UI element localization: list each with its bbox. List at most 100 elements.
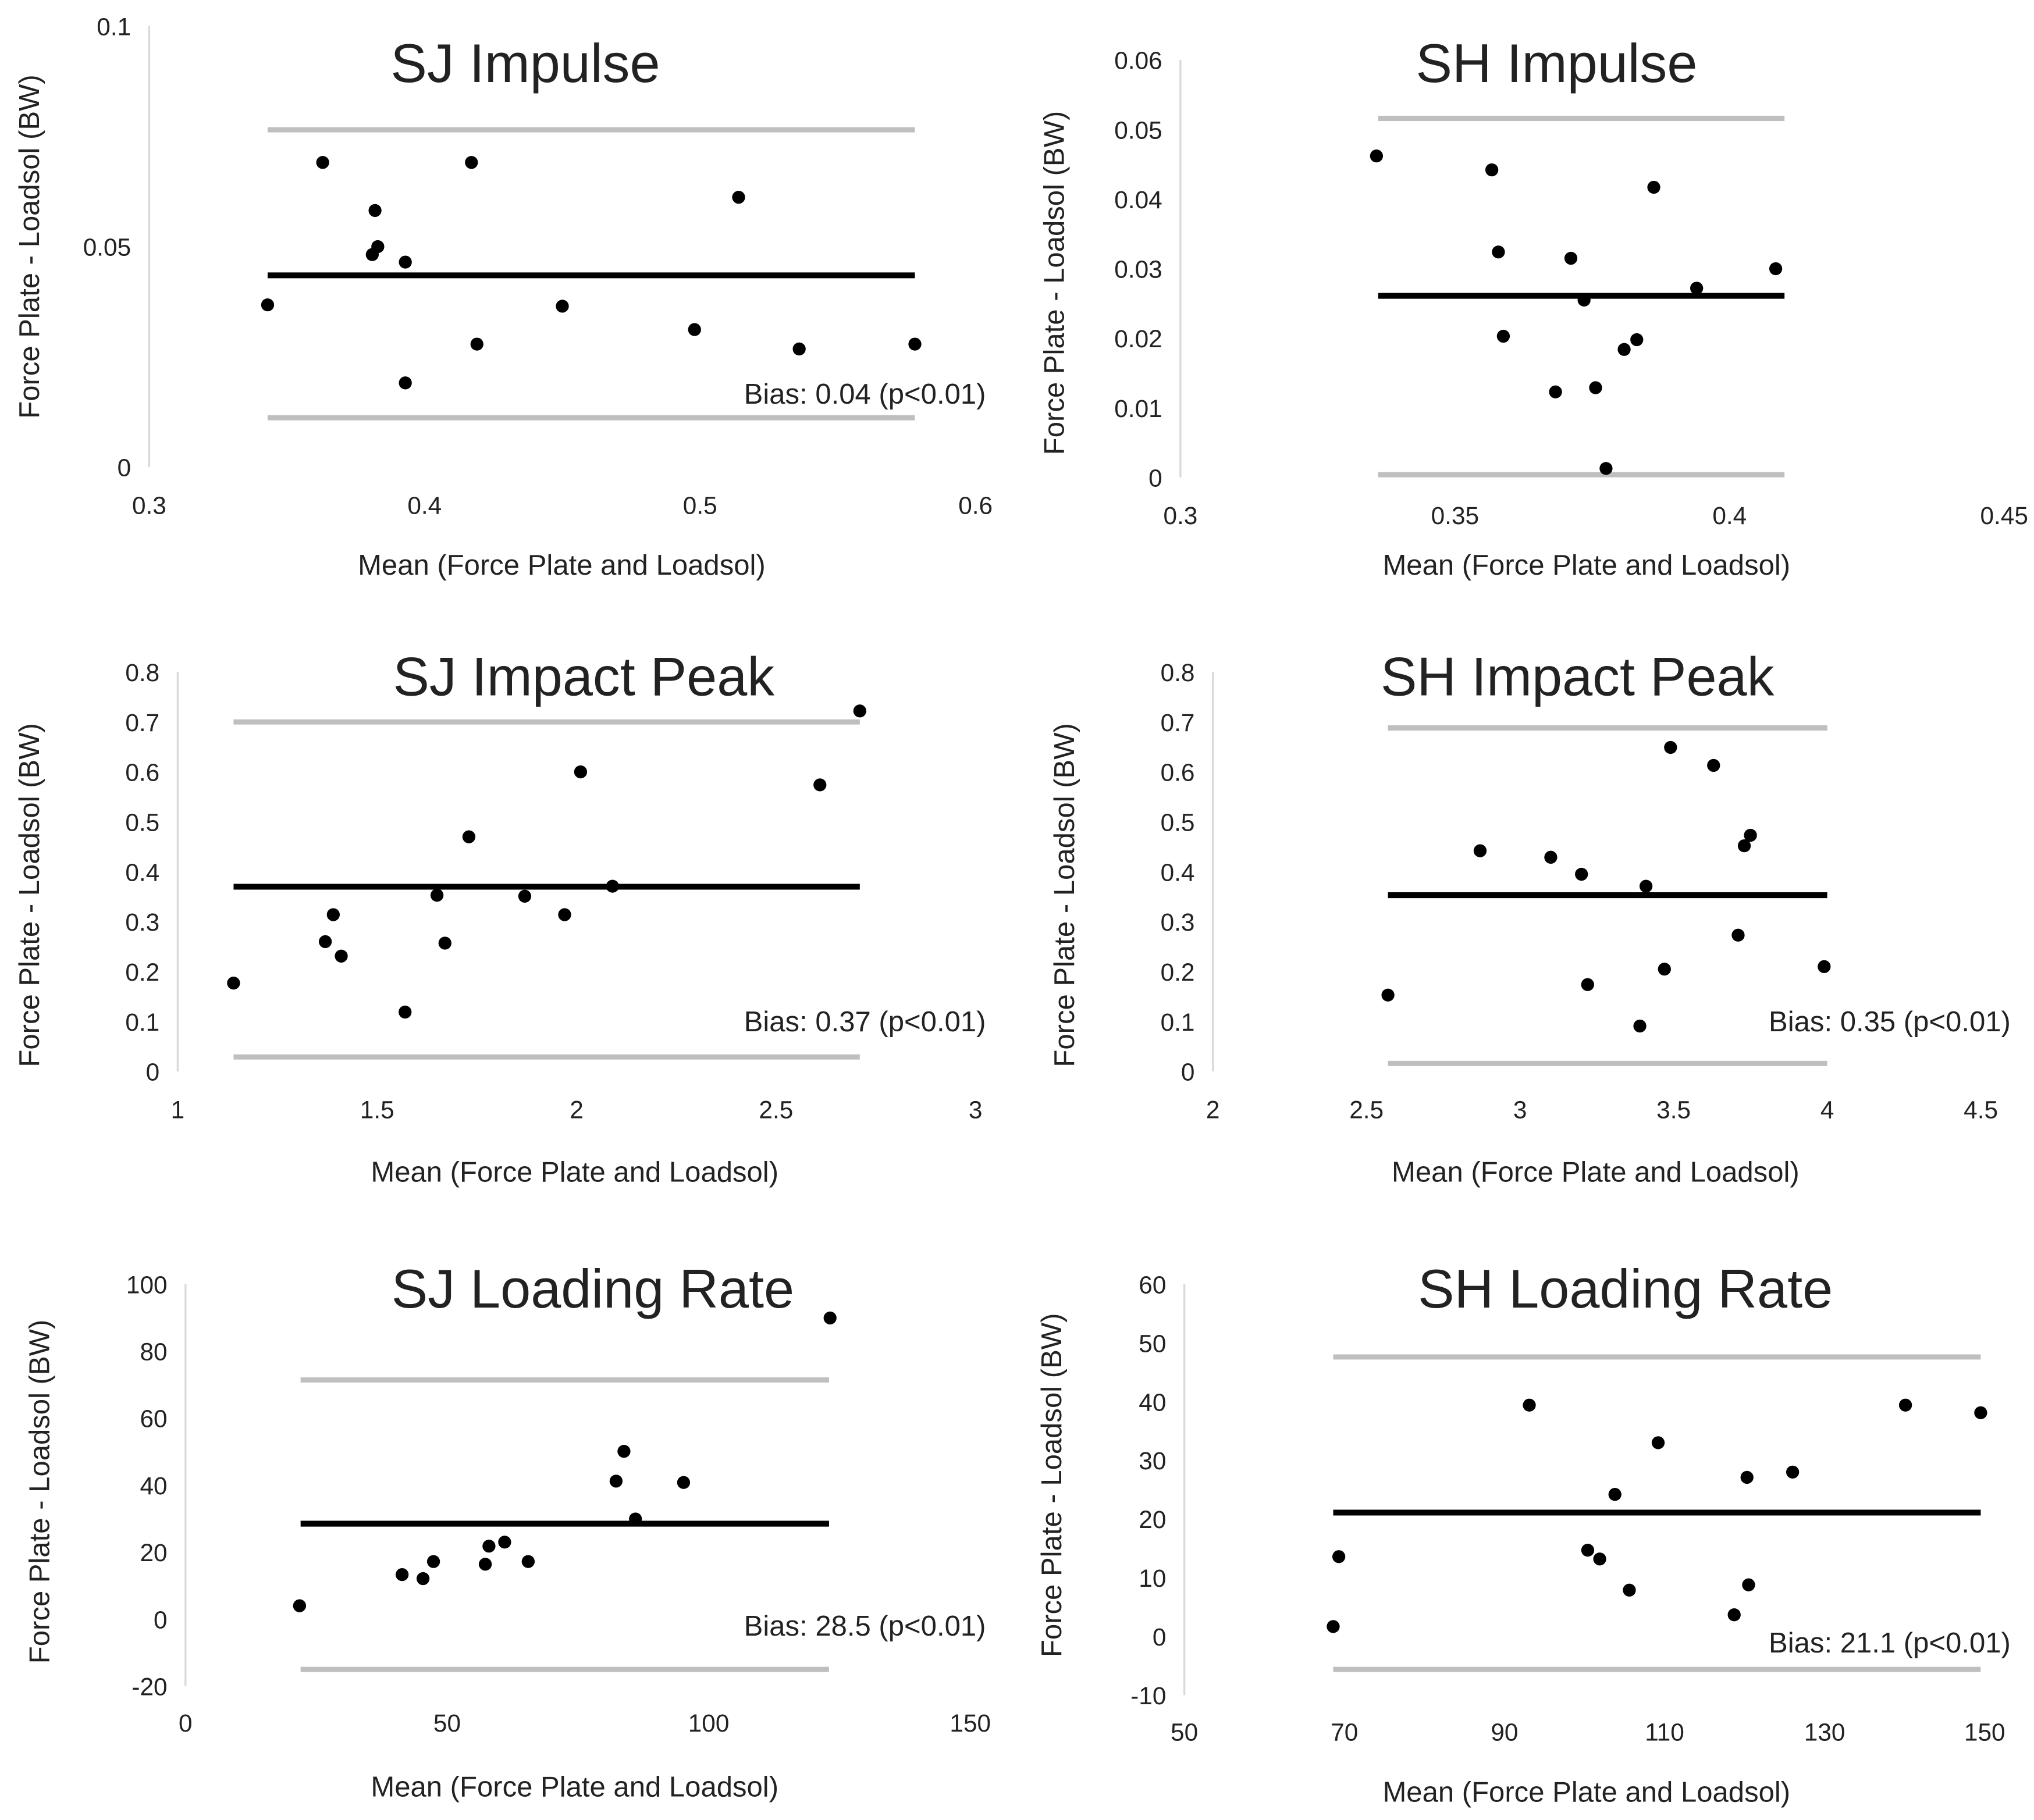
chart-title: SJ Loading Rate bbox=[392, 1258, 794, 1319]
y-tick-label: 0.8 bbox=[125, 659, 159, 686]
x-tick-label: 90 bbox=[1491, 1719, 1518, 1746]
data-point bbox=[606, 879, 619, 893]
chart-title: SJ Impulse bbox=[390, 33, 660, 94]
data-point bbox=[399, 376, 412, 390]
data-point bbox=[853, 704, 866, 718]
x-tick-label: 0 bbox=[179, 1709, 193, 1737]
data-point bbox=[482, 1540, 496, 1553]
y-tick-label: 100 bbox=[126, 1271, 168, 1298]
data-point bbox=[1370, 149, 1384, 163]
x-tick-label: 70 bbox=[1331, 1719, 1358, 1746]
y-tick-label: 40 bbox=[1139, 1388, 1166, 1416]
data-point bbox=[1898, 1398, 1912, 1412]
y-tick-label: 0.3 bbox=[1161, 909, 1195, 936]
data-point bbox=[1473, 844, 1487, 857]
y-tick-label: 0.7 bbox=[1161, 709, 1195, 736]
y-tick-label: 0 bbox=[1153, 1623, 1167, 1651]
y-tick-label: 0.04 bbox=[1114, 186, 1162, 213]
y-tick-label: 0.5 bbox=[125, 809, 159, 836]
y-axis-label: Force Plate - Loadsol (BW) bbox=[14, 723, 45, 1067]
x-axis-label: Mean (Force Plate and Loadsol) bbox=[1392, 1157, 1800, 1188]
data-point bbox=[1769, 262, 1783, 276]
bias-label: Bias: 28.5 (p<0.01) bbox=[744, 1611, 986, 1642]
y-tick-label: 0.05 bbox=[1114, 116, 1162, 144]
x-tick-label: 0.5 bbox=[683, 491, 717, 519]
x-tick-label: 3 bbox=[969, 1096, 983, 1123]
data-point bbox=[1381, 988, 1395, 1002]
x-tick-label: 130 bbox=[1804, 1719, 1845, 1746]
x-axis-label: Mean (Force Plate and Loadsol) bbox=[371, 1157, 778, 1188]
data-point bbox=[1731, 928, 1745, 942]
x-tick-label: 0.4 bbox=[1712, 502, 1747, 529]
x-tick-label: 150 bbox=[1964, 1719, 2005, 1746]
y-tick-label: 20 bbox=[140, 1539, 167, 1566]
data-point bbox=[1633, 1019, 1647, 1033]
data-point bbox=[1496, 329, 1510, 343]
y-tick-label: 0.4 bbox=[125, 859, 159, 886]
y-axis-label: Force Plate - Loadsol (BW) bbox=[14, 74, 45, 418]
data-point bbox=[1639, 879, 1653, 893]
data-point bbox=[1593, 1552, 1606, 1566]
y-tick-label: 0.02 bbox=[1114, 325, 1162, 352]
data-point bbox=[792, 342, 806, 356]
data-point bbox=[1544, 850, 1557, 864]
y-tick-label: 0 bbox=[1148, 465, 1162, 492]
data-point bbox=[1577, 293, 1591, 307]
y-tick-label: 0.1 bbox=[97, 13, 131, 41]
data-point bbox=[1492, 245, 1505, 259]
bias-label: Bias: 0.37 (p<0.01) bbox=[744, 1006, 986, 1038]
chart-panel-4: 0 0.1 0.2 0.3 0.4 0.5 0.6 0.7 0.8 2 2.5 3 3.5 4 4.5 SH … bbox=[1049, 646, 2011, 1188]
data-point bbox=[521, 1555, 535, 1568]
y-tick-label: 60 bbox=[1139, 1271, 1166, 1298]
data-point bbox=[688, 323, 701, 336]
data-point bbox=[1818, 960, 1831, 973]
x-tick-label: 2.5 bbox=[1349, 1096, 1384, 1123]
x-tick-label: 110 bbox=[1645, 1719, 1684, 1746]
data-point bbox=[609, 1474, 623, 1488]
y-tick-label: 10 bbox=[1139, 1565, 1166, 1592]
chart-title: SH Loading Rate bbox=[1418, 1258, 1833, 1319]
data-point bbox=[470, 337, 483, 351]
data-point bbox=[1658, 962, 1671, 976]
y-tick-label: 30 bbox=[1139, 1447, 1166, 1474]
data-point bbox=[399, 1005, 412, 1019]
data-point bbox=[574, 765, 588, 779]
y-tick-label: 0 bbox=[1181, 1059, 1195, 1086]
data-point bbox=[395, 1568, 409, 1582]
data-point bbox=[335, 949, 348, 963]
data-point bbox=[617, 1445, 631, 1458]
y-tick-label: 0.2 bbox=[125, 959, 159, 986]
y-tick-label: 20 bbox=[1139, 1506, 1166, 1533]
y-tick-label: 50 bbox=[1139, 1330, 1166, 1357]
x-axis-label: Mean (Force Plate and Loadsol) bbox=[358, 550, 766, 581]
y-tick-label: 0.6 bbox=[125, 759, 159, 786]
x-tick-label: 1.5 bbox=[360, 1096, 394, 1123]
y-tick-label: 0.03 bbox=[1114, 256, 1162, 283]
data-point bbox=[465, 156, 478, 169]
y-tick-label: -20 bbox=[131, 1673, 167, 1701]
data-point bbox=[1599, 462, 1613, 475]
chart-title: SJ Impact Peak bbox=[393, 646, 774, 707]
data-point bbox=[1608, 1488, 1621, 1501]
y-tick-label: 0.01 bbox=[1114, 395, 1162, 422]
x-axis-label: Mean (Force Plate and Loadsol) bbox=[371, 1771, 778, 1803]
x-tick-label: 100 bbox=[688, 1709, 730, 1737]
data-point bbox=[430, 888, 444, 902]
data-point bbox=[326, 908, 340, 921]
x-tick-label: 0.35 bbox=[1431, 502, 1479, 529]
y-axis-label: Force Plate - Loadsol (BW) bbox=[1036, 1313, 1068, 1657]
data-point bbox=[1690, 282, 1704, 295]
y-axis-label: Force Plate - Loadsol (BW) bbox=[1049, 723, 1080, 1067]
data-point bbox=[1707, 758, 1720, 772]
x-tick-label: 0.6 bbox=[958, 491, 993, 519]
y-axis-label: Force Plate - Loadsol (BW) bbox=[24, 1320, 56, 1664]
chart-title: SH Impulse bbox=[1416, 33, 1698, 94]
data-point bbox=[908, 337, 922, 351]
data-point bbox=[823, 1311, 837, 1325]
data-point bbox=[462, 830, 476, 843]
data-point bbox=[1742, 1578, 1755, 1591]
data-point bbox=[556, 300, 569, 313]
data-point bbox=[426, 1555, 440, 1568]
data-point bbox=[1651, 1436, 1665, 1449]
y-tick-label: 80 bbox=[140, 1338, 167, 1366]
